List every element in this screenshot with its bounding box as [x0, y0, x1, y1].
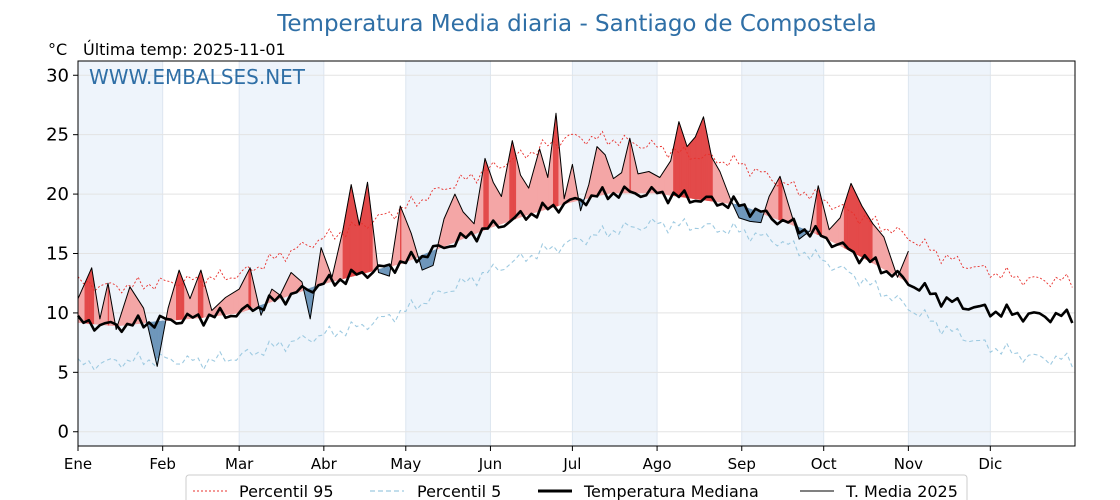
x-axis-ticks: Ene Feb Mar Abr May Jun Jul Ago Sep Oct Nov Dic — [64, 446, 1002, 473]
y-tick-label: 30 — [46, 65, 69, 86]
x-tick-label: May — [390, 455, 421, 473]
series-media-2025-line — [77, 112, 909, 367]
legend-median-label: Temperatura Mediana — [583, 482, 759, 500]
x-tick-label: Ago — [643, 455, 672, 473]
x-tick-label: Jun — [478, 455, 502, 473]
x-tick-label: Jul — [562, 455, 581, 473]
legend-p5-label: Percentil 5 — [417, 482, 501, 500]
legend-p95-label: Percentil 95 — [239, 482, 334, 500]
legend-media-label: T. Media 2025 — [845, 482, 958, 500]
x-tick-label: Dic — [978, 455, 1002, 473]
series-median-line — [76, 185, 1074, 334]
series-p5-line — [77, 217, 1073, 372]
x-tick-label: Oct — [811, 455, 837, 473]
y-tick-label: 15 — [46, 244, 69, 265]
x-tick-label: Sep — [728, 455, 756, 473]
y-axis-ticks: 0 5 10 15 20 25 30 — [46, 65, 78, 443]
series-lines — [76, 112, 1074, 372]
above-median-fill — [906, 251, 909, 283]
chart-title: Temperatura Media diaria - Santiago de C… — [276, 11, 876, 37]
x-tick-label: Nov — [894, 455, 923, 473]
x-tick-label: Mar — [225, 455, 254, 473]
y-tick-label: 25 — [46, 125, 69, 146]
gridlines — [77, 61, 1075, 446]
x-tick-label: Feb — [149, 455, 176, 473]
legend-box — [185, 474, 968, 500]
y-tick-label: 10 — [46, 303, 69, 324]
y-axis-unit: °C — [48, 40, 67, 59]
x-tick-label: Abr — [311, 455, 338, 473]
watermark: WWW.EMBALSES.NET — [89, 65, 306, 89]
y-tick-label: 5 — [58, 362, 69, 383]
series-p95-line — [77, 130, 1073, 294]
last-temp-subtitle: Última temp: 2025-11-01 — [83, 40, 286, 59]
y-tick-label: 0 — [58, 422, 69, 443]
x-tick-label: Ene — [64, 455, 92, 473]
legend: Percentil 95 Percentil 5 Temperatura Med… — [185, 474, 968, 500]
y-tick-label: 20 — [46, 184, 69, 205]
